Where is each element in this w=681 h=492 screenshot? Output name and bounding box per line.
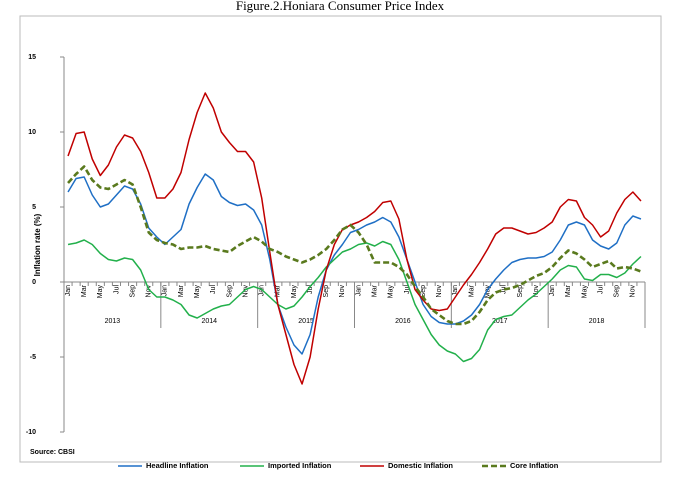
x-tick-label: May xyxy=(97,285,104,299)
y-tick-label: 0 xyxy=(32,279,36,286)
x-tick-label: Jul xyxy=(307,285,314,294)
x-tick-label: Sep xyxy=(517,285,524,298)
x-tick-label: Nov xyxy=(630,285,637,298)
year-label: 2018 xyxy=(589,318,605,325)
legend-label: Domestic Inflation xyxy=(388,461,453,470)
legend-label: Headline Inflation xyxy=(146,461,209,470)
chart-border xyxy=(19,15,662,463)
legend-label: Core Inflation xyxy=(510,461,559,470)
y-tick-label: -5 xyxy=(30,354,36,361)
y-axis-label: Inflation rate (%) xyxy=(33,213,42,276)
year-label: 2016 xyxy=(395,318,411,325)
x-tick-label: Jan xyxy=(452,285,459,296)
x-tick-label: May xyxy=(484,285,491,299)
x-tick-label: Jul xyxy=(404,285,411,294)
x-tick-label: Mar xyxy=(372,284,379,297)
x-tick-label: Jul xyxy=(597,285,604,294)
x-tick-label: Sep xyxy=(226,285,233,298)
x-tick-label: Sep xyxy=(323,285,330,298)
x-tick-label: Jul xyxy=(210,285,217,294)
y-tick-label: 15 xyxy=(28,54,36,61)
series-line xyxy=(67,92,642,385)
chart-title: Figure.2.Honiara Consumer Price Index xyxy=(236,0,445,13)
x-tick-label: Jan xyxy=(162,285,169,296)
y-tick-label: 10 xyxy=(28,129,36,136)
x-tick-label: Mar xyxy=(468,284,475,297)
y-tick-label: 5 xyxy=(32,204,36,211)
x-tick-label: Mar xyxy=(178,284,185,297)
x-tick-label: Nov xyxy=(436,285,443,298)
x-tick-label: May xyxy=(581,285,588,299)
x-tick-label: Jan xyxy=(549,285,556,296)
x-tick-label: Sep xyxy=(614,285,621,298)
series-line xyxy=(67,165,642,326)
x-tick-label: Jan xyxy=(65,285,72,296)
source: Source: CBSI xyxy=(30,449,75,456)
x-tick-label: Mar xyxy=(81,284,88,297)
year-label: 2017 xyxy=(492,318,508,325)
x-tick-label: Nov xyxy=(146,285,153,298)
x-tick-label: Jul xyxy=(113,285,120,294)
x-tick-label: May xyxy=(194,285,201,299)
x-tick-label: May xyxy=(388,285,395,299)
x-tick-label: Nov xyxy=(533,285,540,298)
year-label: 2014 xyxy=(201,318,217,325)
x-tick-label: Mar xyxy=(565,284,572,297)
series-line xyxy=(67,239,642,363)
x-tick-label: May xyxy=(291,285,298,299)
legend-label: Imported Inflation xyxy=(268,461,332,470)
x-tick-label: Nov xyxy=(339,285,346,298)
year-label: 2013 xyxy=(105,318,121,325)
y-tick-label: -10 xyxy=(26,429,36,436)
x-tick-label: Nov xyxy=(242,285,249,298)
x-tick-label: Sep xyxy=(129,285,136,298)
year-label: 2015 xyxy=(298,318,314,325)
x-tick-label: Jan xyxy=(355,285,362,296)
x-tick-label: Mar xyxy=(275,284,282,297)
x-tick-label: Sep xyxy=(420,285,427,298)
